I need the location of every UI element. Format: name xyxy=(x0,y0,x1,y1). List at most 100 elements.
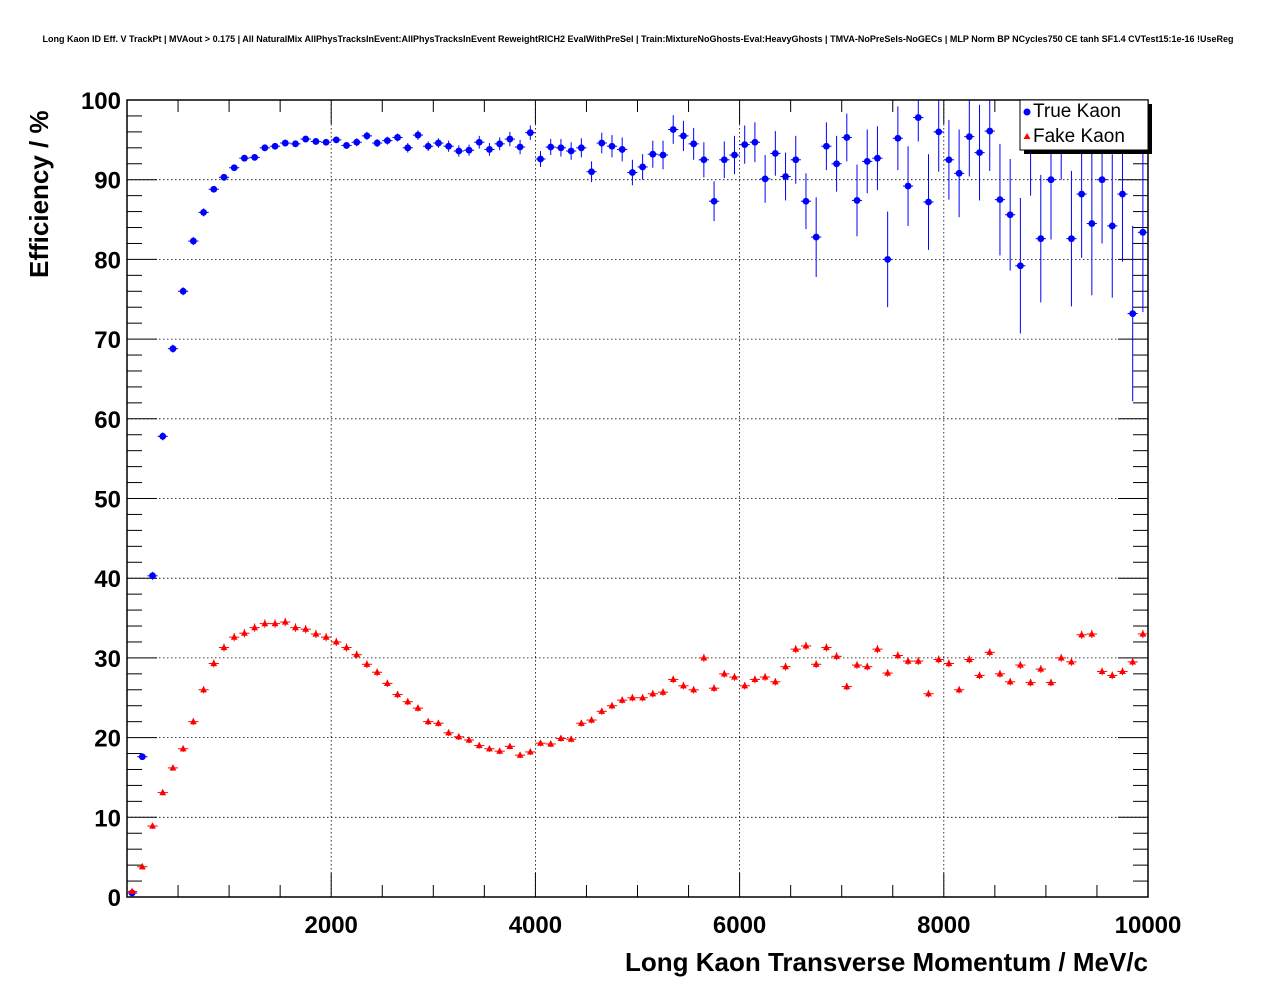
marker-circle xyxy=(843,134,851,141)
marker-circle xyxy=(996,196,1004,204)
marker-triangle xyxy=(159,788,167,796)
data-point xyxy=(668,675,679,684)
x-tick-label: 6000 xyxy=(713,912,766,939)
data-point xyxy=(494,137,505,151)
marker-triangle xyxy=(138,862,146,870)
data-point xyxy=(341,142,352,149)
marker-triangle xyxy=(271,619,279,627)
data-point xyxy=(147,571,158,580)
data-point xyxy=(933,655,944,664)
data-point xyxy=(514,139,526,155)
data-point xyxy=(933,100,944,172)
data-point xyxy=(627,159,638,186)
marker-circle xyxy=(1119,190,1126,198)
data-point xyxy=(943,119,955,200)
marker-circle xyxy=(1139,228,1147,236)
data-point xyxy=(668,115,679,144)
marker-triangle xyxy=(179,744,187,752)
data-point xyxy=(188,717,199,726)
data-point xyxy=(617,696,628,704)
marker-circle xyxy=(700,156,708,164)
marker-circle xyxy=(955,169,963,177)
marker-triangle xyxy=(455,733,463,740)
y-tick-label: 90 xyxy=(94,168,121,195)
data-point xyxy=(535,151,546,167)
data-point xyxy=(157,788,168,796)
marker-triangle xyxy=(169,764,177,771)
data-point xyxy=(637,154,648,180)
data-point xyxy=(994,670,1006,678)
data-point xyxy=(821,643,832,652)
chart-title: Long Kaon ID Eff. V TrackPt | MVAout > 0… xyxy=(42,34,1233,44)
marker-triangle xyxy=(843,682,851,690)
data-point xyxy=(1117,667,1128,676)
marker-circle xyxy=(526,129,534,137)
marker-triangle xyxy=(628,693,636,701)
marker-triangle xyxy=(904,657,912,664)
marker-triangle xyxy=(1057,654,1065,661)
data-point xyxy=(770,678,781,686)
data-point xyxy=(331,136,342,144)
data-point xyxy=(392,133,403,142)
marker-circle xyxy=(1068,235,1075,243)
marker-circle xyxy=(1037,235,1045,243)
data-point xyxy=(790,645,801,654)
marker-triangle xyxy=(486,744,493,752)
marker-triangle xyxy=(557,734,565,741)
marker-circle xyxy=(1098,176,1106,184)
data-point xyxy=(892,106,903,171)
data-point xyxy=(1107,671,1118,680)
y-tick-label: 40 xyxy=(94,566,121,593)
marker-circle xyxy=(925,198,932,206)
marker-circle xyxy=(608,142,616,150)
data-point xyxy=(647,140,658,168)
marker-circle xyxy=(1016,262,1024,270)
marker-triangle xyxy=(669,675,677,683)
marker-circle xyxy=(659,151,667,159)
marker-circle xyxy=(639,163,647,171)
data-point xyxy=(310,629,321,639)
marker-triangle xyxy=(965,655,973,663)
data-point xyxy=(617,137,628,162)
data-point xyxy=(300,625,311,634)
marker-triangle xyxy=(680,681,687,689)
marker-triangle xyxy=(822,643,830,651)
marker-circle xyxy=(1047,176,1055,184)
data-point xyxy=(1035,665,1046,673)
marker-triangle xyxy=(343,643,350,651)
legend-marker-true-kaon xyxy=(1023,108,1031,116)
data-point xyxy=(770,131,781,176)
data-point xyxy=(178,287,189,296)
marker-circle xyxy=(598,139,606,147)
marker-triangle xyxy=(363,660,371,667)
marker-triangle xyxy=(731,673,738,680)
marker-circle xyxy=(455,147,463,155)
data-point xyxy=(800,173,812,230)
data-point xyxy=(1035,174,1046,303)
marker-circle xyxy=(720,156,728,164)
data-point xyxy=(688,127,699,160)
data-point xyxy=(402,697,413,706)
marker-triangle xyxy=(261,619,269,627)
data-point xyxy=(923,689,934,698)
marker-triangle xyxy=(1088,630,1096,637)
data-point xyxy=(453,733,464,741)
data-point xyxy=(494,747,505,755)
data-point xyxy=(382,136,393,145)
data-point xyxy=(137,753,148,761)
marker-circle xyxy=(710,197,718,205)
data-point xyxy=(351,138,362,147)
marker-triangle xyxy=(741,681,749,689)
data-point xyxy=(259,619,270,628)
marker-triangle xyxy=(577,719,585,726)
marker-triangle xyxy=(241,629,248,636)
marker-circle xyxy=(271,142,279,150)
data-point xyxy=(984,100,995,171)
marker-circle xyxy=(1129,310,1137,317)
marker-triangle xyxy=(516,751,524,758)
marker-circle xyxy=(383,137,391,145)
data-point xyxy=(361,131,373,140)
marker-triangle xyxy=(394,690,401,698)
data-point xyxy=(1066,170,1077,307)
